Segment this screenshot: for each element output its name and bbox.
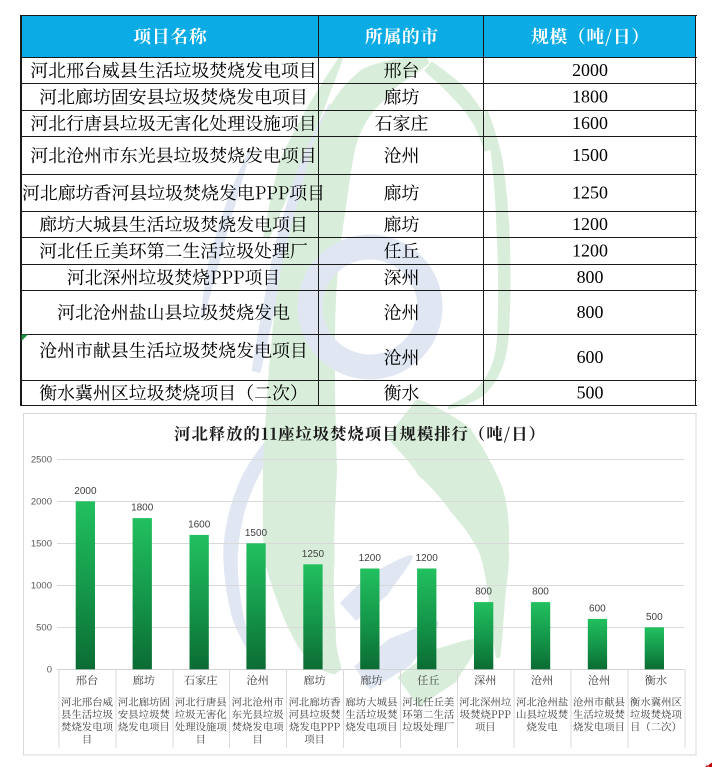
svg-text:1500: 1500 [31,539,52,550]
svg-text:0: 0 [47,665,52,676]
svg-text:800: 800 [532,587,549,598]
svg-text:1800: 1800 [131,503,154,514]
svg-text:2000: 2000 [572,60,608,80]
svg-text:800: 800 [577,267,604,287]
svg-text:2500: 2500 [31,455,52,466]
svg-text:500: 500 [577,383,604,403]
svg-text:500: 500 [646,612,663,623]
svg-text:1250: 1250 [572,183,608,203]
svg-text:2000: 2000 [31,497,52,508]
svg-text:1250: 1250 [302,549,325,560]
svg-text:600: 600 [589,603,606,614]
svg-text:1800: 1800 [572,87,608,107]
svg-text:1500: 1500 [245,528,268,539]
svg-text:1200: 1200 [359,553,382,564]
svg-text:1200: 1200 [572,241,608,261]
svg-text:1200: 1200 [572,214,608,234]
svg-text:1500: 1500 [572,145,608,165]
svg-text:1600: 1600 [572,113,608,133]
svg-text:500: 500 [36,623,52,634]
svg-text:1600: 1600 [188,519,211,530]
svg-text:800: 800 [577,302,604,322]
svg-text:1000: 1000 [31,581,52,592]
svg-text:2000: 2000 [74,486,97,497]
svg-text:800: 800 [475,587,492,598]
svg-text:1200: 1200 [416,553,439,564]
svg-text:600: 600 [577,347,604,367]
